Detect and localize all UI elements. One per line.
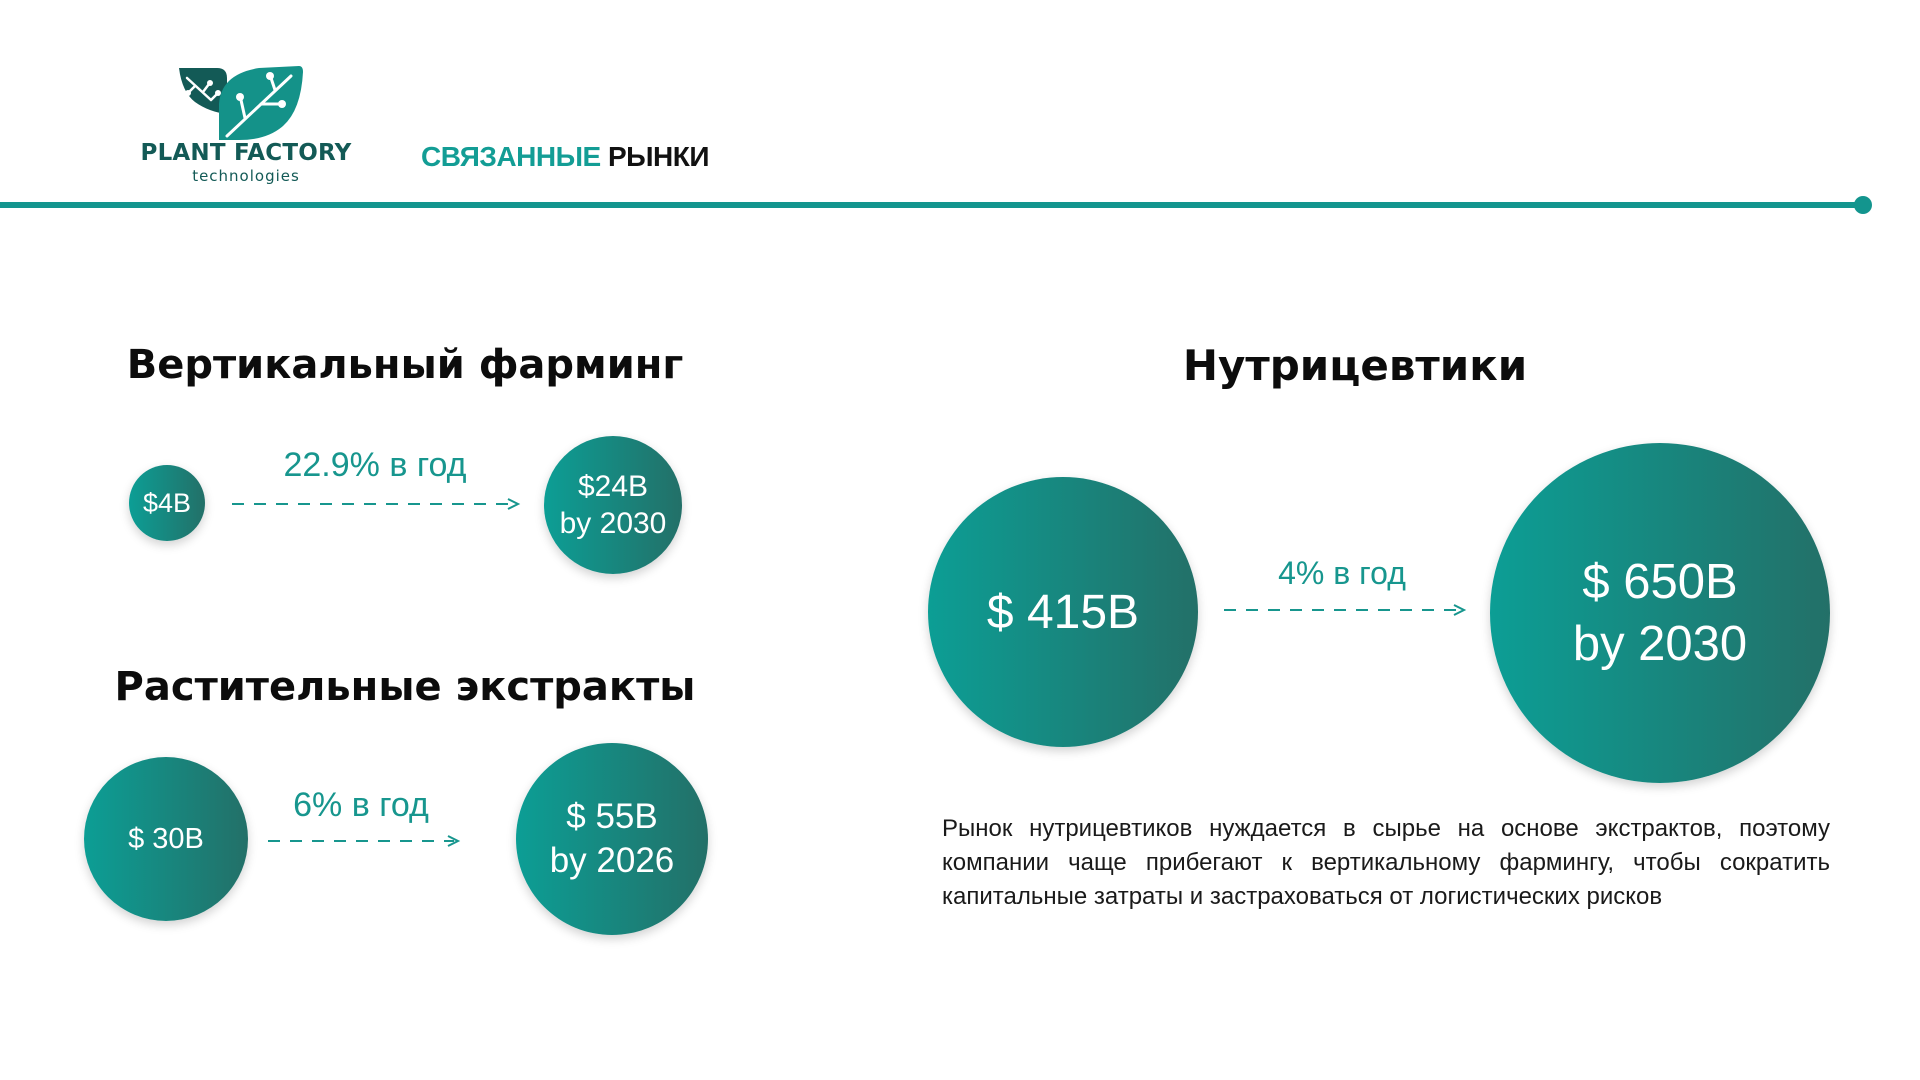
leaf-logo-icon (179, 66, 303, 140)
nutraceuticals-title: Нутрицевтики (1182, 341, 1528, 390)
plant-extracts-title: Растительные экстракты (114, 664, 696, 710)
plant-extracts-growth-rate: 6% в год (293, 786, 429, 824)
plant-factory-logo: PLANT FACTORY technologies (126, 66, 366, 194)
nutraceuticals-end-year: by 2030 (1572, 617, 1748, 671)
page-title-word-2: РЫНКИ (607, 141, 710, 172)
plant-extracts-start-circle: $ 30B (84, 757, 248, 921)
plant-extracts-end-circle: $ 55B by 2026 (516, 743, 708, 935)
nutraceuticals-arrow (1224, 604, 1467, 616)
header-divider-dot (1854, 196, 1872, 214)
page-title: СВЯЗАННЫЕ РЫНКИ (421, 141, 709, 173)
vertical-farming-title: Вертикальный фарминг (126, 342, 684, 388)
nutraceuticals-description: Рынок нутрицевтиков нуждается в сырье на… (942, 815, 1830, 910)
plant-extracts-end-year: by 2026 (549, 841, 675, 880)
vertical-farming-start-circle: $4B (129, 465, 205, 541)
nutraceuticals-end-value: $ 650B (1582, 555, 1738, 609)
vertical-farming-growth-rate: 22.9% в год (283, 446, 467, 484)
plant-extracts-end-value: $ 55B (566, 797, 658, 836)
vertical-farming-end-circle: $24B by 2030 (544, 436, 682, 574)
page-title-word-1: СВЯЗАННЫЕ (421, 141, 601, 172)
logo-name: PLANT FACTORY (140, 140, 352, 166)
logo-subtitle: technologies (192, 167, 300, 185)
plant-extracts-arrow (268, 835, 461, 847)
nutraceuticals-start-circle: $ 415B (928, 477, 1198, 747)
plant-extracts-start-value: $ 30B (128, 822, 204, 855)
vertical-farming-start-value: $4B (142, 487, 192, 518)
header-divider (0, 202, 1866, 208)
vertical-farming-arrow (232, 498, 521, 510)
vertical-farming-end-value: $24B (577, 470, 649, 503)
nutraceuticals-end-circle: $ 650B by 2030 (1490, 443, 1830, 783)
vertical-farming-end-year: by 2030 (559, 507, 667, 540)
nutraceuticals-growth-rate: 4% в год (1278, 555, 1406, 591)
nutraceuticals-start-value: $ 415B (986, 585, 1140, 639)
